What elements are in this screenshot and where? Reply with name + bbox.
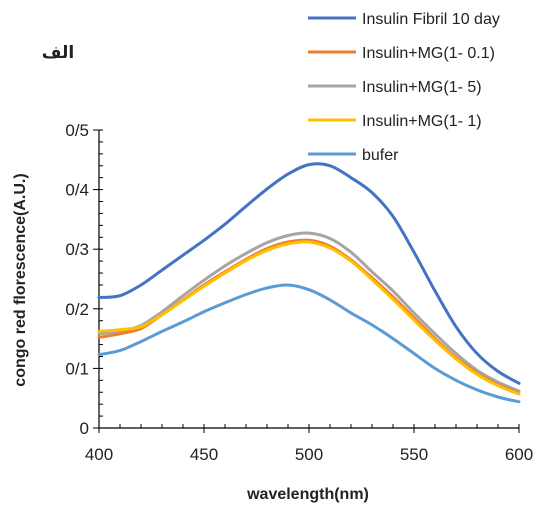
series-line-0	[97, 162, 521, 385]
legend-label-2: Insulin+MG(1- 5)	[362, 79, 482, 96]
legend: Insulin Fibril 10 day Insulin+MG(1- 0.1) I…	[308, 11, 500, 164]
y-tick-label: 0/1	[65, 359, 89, 378]
y-tick-label: 0/2	[65, 300, 89, 319]
y-tick-label: 0/4	[65, 181, 89, 200]
series-line-2	[97, 231, 521, 393]
x-tick-label: 600	[505, 445, 533, 464]
x-axis-title: wavelength(nm)	[246, 486, 369, 503]
x-tick-label: 500	[295, 445, 323, 464]
x-tick-label: 450	[190, 445, 218, 464]
x-tick-label: 400	[85, 445, 113, 464]
legend-label-0: Insulin Fibril 10 day	[362, 11, 500, 28]
series-line-4	[97, 283, 521, 404]
y-tick-label: 0	[80, 419, 89, 438]
legend-label-3: Insulin+MG(1- 1)	[362, 113, 482, 130]
y-tick-label: 0/3	[65, 240, 89, 259]
x-tick-label: 550	[400, 445, 428, 464]
series-layer	[97, 162, 521, 404]
legend-label-1: Insulin+MG(1- 0.1)	[362, 45, 495, 62]
axes: 0 0/1 0/2 0/3 0/4 0/5 400 450 500 550 600	[65, 121, 533, 464]
series-line-1	[97, 238, 521, 395]
y-axis-title: congo red florescence(A.U.)	[12, 173, 29, 386]
y-tick-label: 0/5	[65, 121, 89, 140]
panel-label: الف	[42, 43, 74, 63]
legend-label-4: bufer	[362, 147, 399, 164]
series-line-3	[97, 240, 521, 396]
